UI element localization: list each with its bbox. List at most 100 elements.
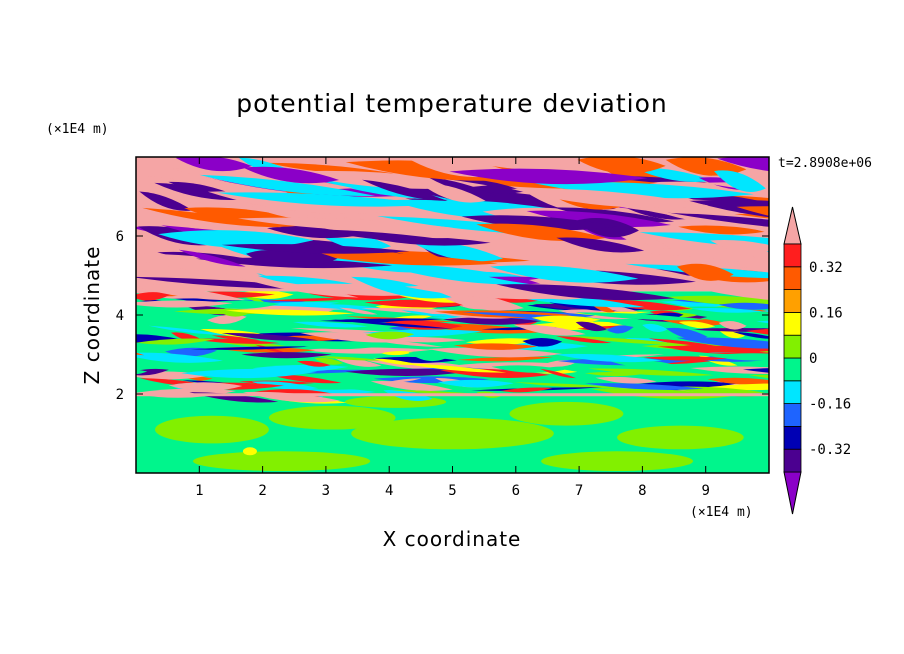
- field-streak: [442, 317, 542, 325]
- field-streak: [531, 315, 601, 324]
- field-streak: [351, 276, 452, 299]
- field-blob: [268, 405, 396, 430]
- field-streak: [554, 353, 663, 363]
- field-streak: [759, 350, 769, 353]
- colorbar-extend-min: [783, 471, 802, 515]
- field-streak: [387, 378, 422, 383]
- field-streak: [511, 188, 709, 208]
- colorbar-box: [783, 403, 802, 427]
- field-streak: [408, 351, 446, 362]
- field-streak: [732, 331, 769, 339]
- y-unit-label: (×1E4 m): [46, 122, 109, 137]
- field-streak: [411, 241, 504, 262]
- field-streak: [643, 356, 728, 361]
- field-streak: [437, 379, 514, 388]
- field-streak: [241, 352, 332, 359]
- field-streak: [136, 369, 148, 375]
- x-tick-label: 4: [385, 483, 393, 499]
- field-streak: [362, 179, 448, 201]
- field-streak: [522, 337, 563, 347]
- field-streak: [136, 283, 246, 301]
- field-streak: [736, 206, 769, 216]
- field-streak: [136, 300, 233, 308]
- field-streak: [313, 356, 384, 361]
- field-streak: [575, 312, 706, 321]
- colorbar-box: [783, 380, 802, 404]
- field-streak: [266, 297, 361, 302]
- field-streak: [689, 199, 769, 218]
- chart-title: potential temperature deviation: [236, 89, 667, 118]
- field-streak: [690, 307, 764, 313]
- field-streak: [556, 237, 645, 253]
- field-streak: [457, 356, 554, 362]
- field-streak: [365, 331, 415, 340]
- field-streak: [666, 212, 769, 227]
- x-tick-label: 9: [701, 483, 709, 499]
- field-streak: [681, 284, 769, 300]
- field-streak: [401, 310, 445, 317]
- field-streak: [453, 343, 538, 350]
- field-streak: [175, 157, 252, 172]
- field-streak: [211, 335, 261, 341]
- field-interface: [136, 393, 769, 397]
- field-streak: [251, 381, 319, 390]
- field-streak: [748, 374, 769, 379]
- field-streak: [714, 170, 766, 192]
- field-streak: [606, 325, 634, 334]
- field-streak: [490, 265, 639, 283]
- field-streak: [665, 327, 708, 340]
- field-streak: [690, 366, 769, 374]
- field-streak: [717, 157, 769, 172]
- field-streak: [267, 162, 395, 175]
- colorbar-box: [783, 425, 802, 450]
- field-streak: [553, 207, 675, 223]
- field-streak: [648, 338, 724, 348]
- field-streak: [148, 325, 227, 336]
- field-streak: [217, 192, 435, 207]
- field-streak: [154, 182, 243, 200]
- field-streak: [190, 346, 311, 350]
- x-axis: 1 2 3 4 5 6 7 8 9: [195, 157, 710, 499]
- field-streak: [496, 284, 675, 301]
- field-streak: [136, 338, 215, 345]
- field-streak: [400, 362, 507, 373]
- field-blob: [192, 451, 371, 472]
- field-streak: [756, 320, 769, 324]
- colorbar-box: [783, 266, 802, 290]
- field-blob: [154, 415, 269, 444]
- contour-field: [136, 157, 769, 473]
- field-streak: [221, 332, 319, 341]
- field-streak: [420, 183, 486, 203]
- field-streak: [139, 191, 193, 211]
- colorbar-tick-label: 0.32: [809, 260, 843, 276]
- field-streak: [718, 321, 747, 330]
- field-streak: [292, 321, 368, 328]
- colorbar-box: [783, 243, 802, 268]
- x-tick-label: 2: [258, 483, 266, 499]
- field-streak: [587, 368, 714, 376]
- colorbar-tick-label: 0: [809, 351, 817, 367]
- field-streak: [595, 376, 657, 384]
- field-streak: [761, 310, 769, 313]
- plot-area: [135, 156, 770, 474]
- field-streak: [178, 249, 246, 267]
- x-tick-label: 6: [512, 483, 520, 499]
- field-streak: [345, 368, 470, 377]
- field-streak: [428, 347, 563, 358]
- field-streak: [314, 357, 344, 365]
- field-streak: [238, 217, 454, 231]
- x-axis-label: X coordinate: [383, 527, 522, 551]
- y-axis: 2 4 6: [116, 229, 769, 403]
- y-tick-label: 6: [116, 229, 124, 245]
- colorbar-tick-label: -0.32: [809, 442, 851, 458]
- field-streak: [584, 371, 644, 377]
- field-streak: [339, 307, 378, 315]
- x-tick-label: 5: [448, 483, 456, 499]
- field-streak: [642, 323, 668, 333]
- field-streak: [136, 368, 169, 376]
- field-streak: [142, 207, 282, 228]
- x-unit-label: (×1E4 m): [690, 505, 753, 520]
- field-streak: [297, 360, 331, 367]
- field-streak: [207, 314, 247, 325]
- field-streak: [577, 157, 666, 174]
